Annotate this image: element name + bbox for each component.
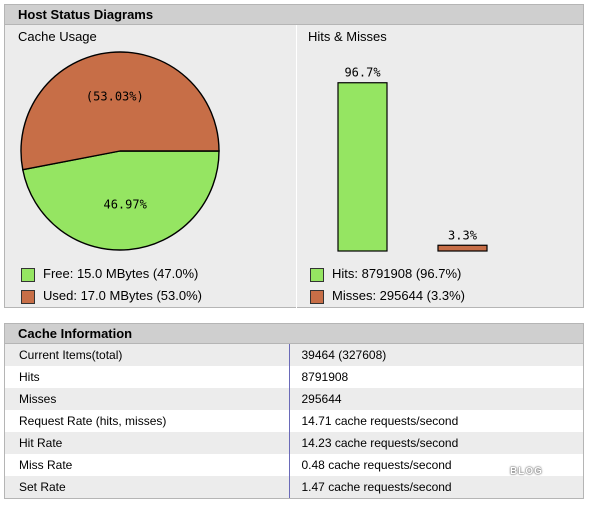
row-label: Set Rate	[5, 476, 289, 498]
table-row: Hits 8791908	[5, 366, 583, 388]
row-label: Current Items(total)	[5, 344, 289, 366]
row-value: 8791908	[288, 366, 583, 388]
bar-misses	[437, 244, 488, 252]
legend-used: Used: 17.0 MBytes (53.0%)	[21, 288, 202, 304]
row-value: 0.48 cache requests/second	[288, 454, 583, 476]
legend-misses-label: Misses: 295644 (3.3%)	[332, 288, 465, 303]
legend-hits-swatch	[310, 267, 324, 282]
pie-slice-free	[21, 150, 220, 251]
row-value: 295644	[288, 388, 583, 410]
table-row: Misses 295644	[5, 388, 583, 410]
host-status-header: Host Status Diagrams	[5, 5, 583, 25]
row-label: Hit Rate	[5, 432, 289, 454]
legend-used-swatch	[21, 289, 35, 304]
row-value: 39464 (327608)	[288, 344, 583, 366]
legend-hits: Hits: 8791908 (96.7%)	[310, 266, 461, 282]
table-row: Set Rate 1.47 cache requests/second	[5, 476, 583, 498]
cache-information-table: Current Items(total) 39464 (327608) Hits 87…	[5, 344, 583, 498]
row-label: Request Rate (hits, misses)	[5, 410, 289, 432]
row-label: Hits	[5, 366, 289, 388]
status-charts: 46.97% (53.03%) 96.7% 3.3%	[20, 51, 488, 252]
table-row: Current Items(total) 39464 (327608)	[5, 344, 583, 366]
row-value: 14.71 cache requests/second	[288, 410, 583, 432]
bar-hits	[337, 82, 388, 252]
table-row: Hit Rate 14.23 cache requests/second	[5, 432, 583, 454]
pie-slice-used	[20, 51, 220, 171]
hits-misses-title: Hits & Misses	[308, 29, 387, 44]
legend-free-label: Free: 15.0 MBytes (47.0%)	[43, 266, 199, 281]
panel-divider	[296, 25, 297, 308]
legend-free-swatch	[21, 267, 35, 282]
legend-misses-swatch	[310, 289, 324, 304]
legend-free: Free: 15.0 MBytes (47.0%)	[21, 266, 198, 282]
cache-usage-title: Cache Usage	[18, 29, 97, 44]
table-row: Request Rate (hits, misses) 14.71 cache r…	[5, 410, 583, 432]
host-status-panel: Host Status Diagrams Cache Usage Hits & …	[4, 4, 584, 308]
legend-misses: Misses: 295644 (3.3%)	[310, 288, 465, 304]
cache-information-header: Cache Information	[5, 324, 583, 344]
pie-label-free: 46.97%	[103, 198, 147, 212]
bar-label-misses: 3.3%	[448, 228, 478, 242]
row-value: 1.47 cache requests/second	[288, 476, 583, 498]
legend-used-label: Used: 17.0 MBytes (53.0%)	[43, 288, 202, 303]
legend-hits-label: Hits: 8791908 (96.7%)	[332, 266, 462, 281]
row-label: Miss Rate	[5, 454, 289, 476]
blog-watermark: BLOG	[510, 466, 543, 477]
cache-information-panel: Cache Information Current Items(total) 39…	[4, 323, 584, 499]
bar-label-hits: 96.7%	[344, 66, 381, 80]
row-value: 14.23 cache requests/second	[288, 432, 583, 454]
pie-label-used: (53.03%)	[86, 89, 144, 103]
row-label: Misses	[5, 388, 289, 410]
table-row: Miss Rate 0.48 cache requests/second	[5, 454, 583, 476]
